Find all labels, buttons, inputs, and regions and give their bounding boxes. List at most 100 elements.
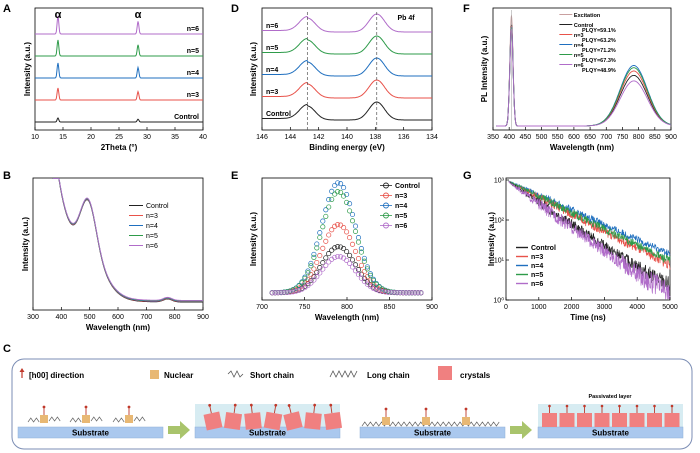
panel-G-frame — [505, 177, 671, 301]
pl-point-n3 — [320, 245, 326, 251]
short-chain — [27, 417, 40, 423]
crystal — [304, 403, 322, 430]
pl-point-n6 — [335, 253, 341, 260]
pl-point-n6 — [409, 290, 415, 296]
xps-series-label: n=5 — [266, 45, 278, 52]
substrate-label: Substrate — [249, 429, 286, 438]
x-tick-label: 600 — [568, 134, 580, 141]
x-tick-label: 400 — [55, 314, 67, 321]
uv-series-n6 — [52, 178, 203, 301]
panel-letter-C: C — [3, 343, 11, 355]
pl-point-n4 — [367, 271, 373, 277]
legend-label: n=5 — [395, 213, 407, 220]
x-tick-label: 146 — [256, 134, 268, 141]
plqy-label: PLQY=59.1% — [582, 28, 616, 34]
pl-point-n6 — [394, 290, 400, 296]
pl-point-n6 — [373, 287, 379, 293]
pl-point-control — [317, 265, 323, 271]
x-tick-label: 700 — [600, 134, 612, 141]
x-tick-label: 15 — [59, 134, 67, 141]
pl-point-n4 — [308, 260, 314, 266]
direction-arrow — [273, 406, 277, 414]
direction-arrow — [209, 406, 212, 414]
uv-series-n4 — [52, 178, 203, 302]
legend-label: Excitation — [574, 13, 601, 19]
xps-series-label: n=3 — [266, 89, 278, 96]
pl-point-n4 — [335, 180, 341, 186]
plqy-label: PLQY=48.9% — [582, 68, 616, 74]
xrd-series-label: Control — [174, 114, 199, 121]
pl-point-n3 — [323, 238, 329, 244]
panel-letter-A: A — [3, 3, 11, 15]
y-tick-label: 10¹ — [494, 258, 505, 265]
direction-arrowhead — [583, 404, 586, 408]
crystals-swatch — [438, 366, 452, 380]
x-tick-label: 500 — [84, 314, 96, 321]
xps-series-control — [262, 101, 432, 121]
y-tick-label: 10³ — [494, 178, 505, 185]
pl-point-n3 — [358, 262, 364, 268]
pl-point-n6 — [305, 283, 311, 289]
direction-arrowhead — [565, 404, 569, 408]
pl-point-control — [332, 245, 338, 251]
legend-label: Control — [574, 23, 594, 29]
xrd-series-label: n=6 — [187, 26, 199, 33]
direction-arrowhead — [653, 404, 656, 408]
substrate-label: Substrate — [414, 429, 451, 438]
legend-label: n=4 — [146, 223, 158, 230]
pl-point-n5 — [326, 204, 332, 210]
x-tick-label: 800 — [169, 314, 181, 321]
legend-direction: [h00] direction — [29, 371, 84, 380]
xrd-series-n3 — [35, 87, 203, 101]
schematic-frame — [11, 358, 693, 450]
substrate-1 — [17, 426, 164, 439]
y-axis-label: Intensity (a.u.) — [21, 217, 30, 272]
xrd-series-label: n=3 — [187, 92, 199, 99]
process-arrow — [510, 421, 532, 439]
pl-point-n6 — [388, 289, 394, 296]
nucleus — [40, 415, 48, 423]
legend-label: n=6 — [531, 281, 543, 288]
y-axis-label: Intensity (a.u.) — [23, 42, 32, 97]
legend-crystals: crystals — [460, 371, 491, 380]
pl-point-n3 — [376, 286, 382, 292]
pl-point-n5 — [347, 208, 353, 214]
pl-point-n4 — [347, 201, 353, 207]
crystal-block — [304, 412, 322, 430]
direction-arrowhead — [548, 404, 551, 408]
legend-label: n=5 — [531, 272, 543, 279]
pl-point-n6 — [352, 268, 359, 274]
x-axis-label: Binding energy (eV) — [309, 143, 385, 152]
legend-label: n=5 — [574, 53, 584, 59]
xrd-series-n5 — [35, 39, 203, 57]
pl-point-n6 — [406, 290, 412, 296]
crystal-block — [223, 411, 243, 431]
pl-point-control — [361, 275, 367, 281]
pl-point-n3 — [361, 268, 367, 275]
pl-point-n4 — [329, 188, 335, 194]
panel-letter-G: G — [463, 170, 472, 182]
x-tick-label: 3000 — [597, 304, 613, 311]
crystal-block — [559, 413, 575, 427]
pl-point-n6 — [281, 290, 287, 296]
uv-series-n3 — [52, 178, 203, 303]
pl-point-n6 — [412, 290, 418, 296]
crystal — [263, 403, 283, 431]
x-tick-label: 900 — [197, 314, 209, 321]
direction-arrowhead — [384, 407, 388, 411]
x-tick-label: 350 — [487, 134, 499, 141]
short-chain — [112, 417, 125, 423]
pl-point-n6 — [415, 290, 421, 296]
short-chain — [69, 417, 82, 423]
pl-point-n5 — [367, 272, 373, 278]
pl-point-n4 — [355, 235, 362, 241]
crystal — [203, 403, 223, 431]
pl-point-control — [326, 251, 332, 257]
pl-point-control — [364, 279, 370, 285]
pl-point-n5 — [305, 270, 311, 276]
pl-point-n6 — [296, 287, 302, 293]
long-chain — [361, 421, 500, 427]
trpl-series-n6 — [508, 181, 671, 300]
plqy-label: PLQY=67.3% — [582, 58, 616, 64]
